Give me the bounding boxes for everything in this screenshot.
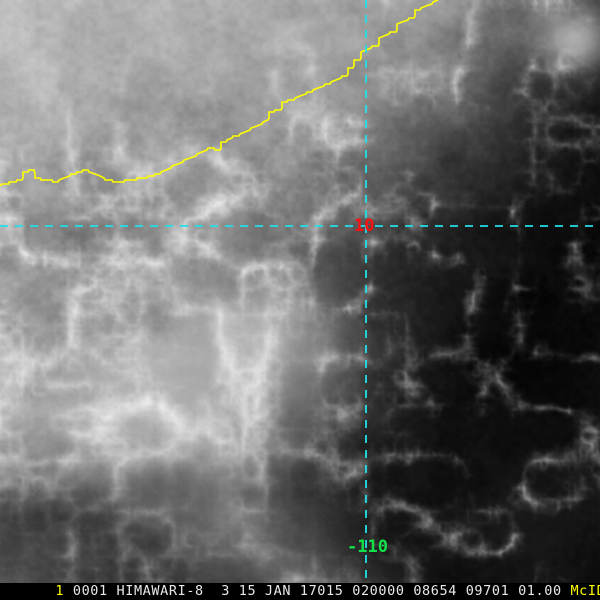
status-spacer7 <box>343 583 352 600</box>
status-month: JAN <box>264 583 292 599</box>
status-spacer1 <box>64 583 73 600</box>
status-spacer5 <box>256 583 265 600</box>
longitude-label: -110 <box>347 537 388 557</box>
status-spacer6 <box>291 583 300 600</box>
status-frame-number: 0001 <box>72 583 108 599</box>
status-spacer3 <box>204 583 221 600</box>
status-day: 15 <box>238 583 257 599</box>
status-julian-date: 17015 <box>299 583 344 599</box>
status-spacer10 <box>509 583 518 600</box>
status-spacer9 <box>457 583 466 600</box>
status-spacer11 <box>562 583 571 600</box>
status-band: 3 <box>221 583 230 599</box>
status-bar: 1 0001 HIMAWARI-8 3 15 JAN 17015 020000 … <box>0 583 600 600</box>
latitude-label: 10 <box>354 216 375 236</box>
status-resolution: 01.00 <box>518 583 562 599</box>
status-element-coordinate: 09701 <box>465 583 510 599</box>
status-satellite-name: HIMAWARI-8 <box>116 583 204 599</box>
status-line-coordinate: 08654 <box>413 583 457 599</box>
status-prefix: 1 <box>55 583 65 599</box>
status-brand: McIDAS <box>570 583 600 599</box>
status-time: 020000 <box>352 583 405 599</box>
status-spacer4 <box>230 583 239 600</box>
status-spacer2 <box>108 583 117 600</box>
status-spacer8 <box>405 583 414 600</box>
